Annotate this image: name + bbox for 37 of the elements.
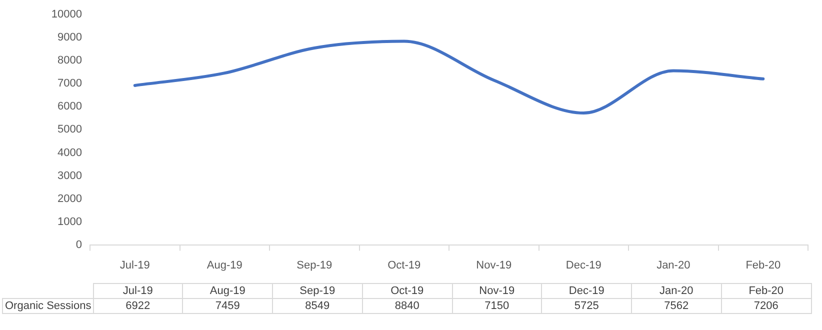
y-tick-label: 6000 — [58, 100, 82, 113]
y-tick-label: 1000 — [58, 216, 82, 228]
y-tick-label: 10000 — [51, 8, 82, 21]
y-tick-label: 7000 — [58, 78, 82, 90]
category-label: Sep-19 — [300, 285, 336, 297]
data-label: 7562 — [632, 298, 722, 314]
category-label: Nov-19 — [479, 285, 515, 297]
category-label: Jan-20 — [660, 285, 694, 297]
y-tick-label: 2000 — [58, 192, 82, 205]
x-tick-label: Dec-19 — [566, 259, 602, 272]
category-label: Dec-19 — [568, 285, 604, 297]
line-series — [133, 40, 765, 115]
y-tick-label: 5000 — [58, 124, 82, 136]
y-tick-label: 3000 — [58, 170, 82, 182]
x-tick-label: Jul-19 — [120, 259, 150, 272]
category-label: Feb-20 — [748, 285, 784, 297]
y-tick-label: 8000 — [58, 54, 82, 67]
x-tick-label: Sep-19 — [296, 259, 332, 272]
data-label: 7459 — [182, 298, 272, 314]
data-label: 6922 — [93, 298, 183, 314]
data-label: 7206 — [721, 298, 811, 314]
x-tick-label: Nov-19 — [476, 259, 512, 272]
data-label: 8549 — [272, 298, 362, 314]
category-label: Oct-19 — [390, 285, 424, 297]
x-tick-label: Oct-19 — [388, 259, 421, 272]
y-tick-label: 4000 — [58, 146, 82, 159]
y-tick-label: 0 — [76, 238, 82, 251]
category-label: Aug-19 — [210, 285, 246, 297]
data-label: 5725 — [542, 298, 632, 314]
data-label: 7150 — [452, 298, 542, 314]
x-tick-label: Feb-20 — [746, 259, 781, 272]
x-tick-label: Aug-19 — [206, 259, 242, 272]
y-tick-label: 9000 — [58, 32, 82, 44]
text: Organic Sessions — [2, 298, 93, 314]
category-label: Jul-19 — [122, 285, 153, 297]
x-tick-label: Jan-20 — [656, 259, 690, 272]
data-label: 8840 — [362, 298, 452, 314]
